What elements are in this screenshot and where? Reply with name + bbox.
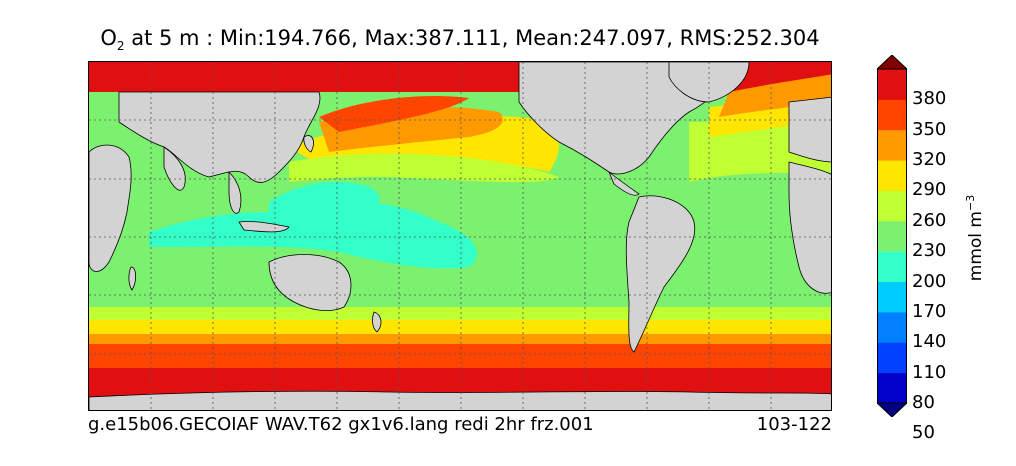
colorbar-segment xyxy=(877,342,907,374)
band-south-4 xyxy=(89,344,831,370)
map-panel xyxy=(88,61,832,411)
colorbar-segment xyxy=(877,251,907,283)
land-antarctica xyxy=(89,390,831,410)
colorbar-tick-label: 50 xyxy=(912,422,935,444)
land-south-america xyxy=(625,195,696,353)
map-title: O2 at 5 m : Min:194.766, Max:387.111, Me… xyxy=(0,26,920,53)
npac-red xyxy=(319,96,469,132)
colorbar-segment xyxy=(877,220,907,252)
land-africa-east xyxy=(788,161,831,294)
colorbar-tick-label: 200 xyxy=(912,270,947,292)
land-japan xyxy=(303,135,314,153)
colorbar-segment xyxy=(877,99,907,131)
colorbar-outline xyxy=(877,68,907,404)
colorbar-tick-label: 110 xyxy=(912,361,947,383)
wpac-cyan xyxy=(269,182,380,219)
colorbar-tick-label: 380 xyxy=(912,88,947,110)
grid-lines xyxy=(89,62,831,410)
colorbar-tick-label: 80 xyxy=(912,392,935,413)
land-australia xyxy=(268,254,352,312)
colorbar-units: mmol m−3 xyxy=(964,195,986,281)
colorbar-segments xyxy=(877,69,907,404)
natl-orange xyxy=(719,74,831,117)
colorbar-tick-label: 320 xyxy=(912,149,947,171)
band-south-3 xyxy=(89,334,831,346)
colorbar-tick-label: 350 xyxy=(912,118,947,140)
run-id-label: g.e15b06.GECOIAF WAV.T62 gx1v6.lang redi… xyxy=(88,414,594,435)
colorbar-extend-top xyxy=(877,55,907,70)
years-label: 103-122 xyxy=(756,414,832,435)
colorbar-tick-label: 140 xyxy=(912,331,947,353)
colorbar-segment xyxy=(877,129,907,161)
units-exponent: −3 xyxy=(964,194,978,211)
colorbar-segment xyxy=(877,372,907,404)
land-north-america xyxy=(518,62,730,175)
land-indochina xyxy=(228,171,242,214)
ocean-field-map xyxy=(89,62,831,410)
land-africa xyxy=(89,144,132,272)
title-variable: O xyxy=(100,26,117,50)
colorbar-segment xyxy=(877,160,907,191)
land-madagascar xyxy=(128,266,137,291)
colorbar-tick-label: 290 xyxy=(912,179,947,201)
colorbar-segment xyxy=(877,190,907,222)
land-europe xyxy=(788,96,831,163)
colorbar-segment xyxy=(877,311,907,343)
land-indonesia xyxy=(238,221,290,233)
colorbar xyxy=(877,55,907,417)
colorbar-extend-bottom xyxy=(877,402,907,417)
land-new-zealand xyxy=(372,311,382,333)
land-central-america xyxy=(608,171,640,196)
colorbar-segment xyxy=(877,69,907,100)
land-india xyxy=(163,146,186,191)
colorbar-tick-label: 260 xyxy=(912,209,947,231)
colorbar-tick-label: 230 xyxy=(912,240,947,262)
npac-lime xyxy=(289,153,559,183)
colorbar-segment xyxy=(877,281,907,313)
tropical-cyan xyxy=(149,202,478,269)
title-subscript: 2 xyxy=(116,39,125,54)
title-stats: at 5 m : Min:194.766, Max:387.111, Mean:… xyxy=(124,26,820,50)
colorbar-tick-label: 170 xyxy=(912,300,947,322)
units-text: mmol m xyxy=(965,211,986,282)
